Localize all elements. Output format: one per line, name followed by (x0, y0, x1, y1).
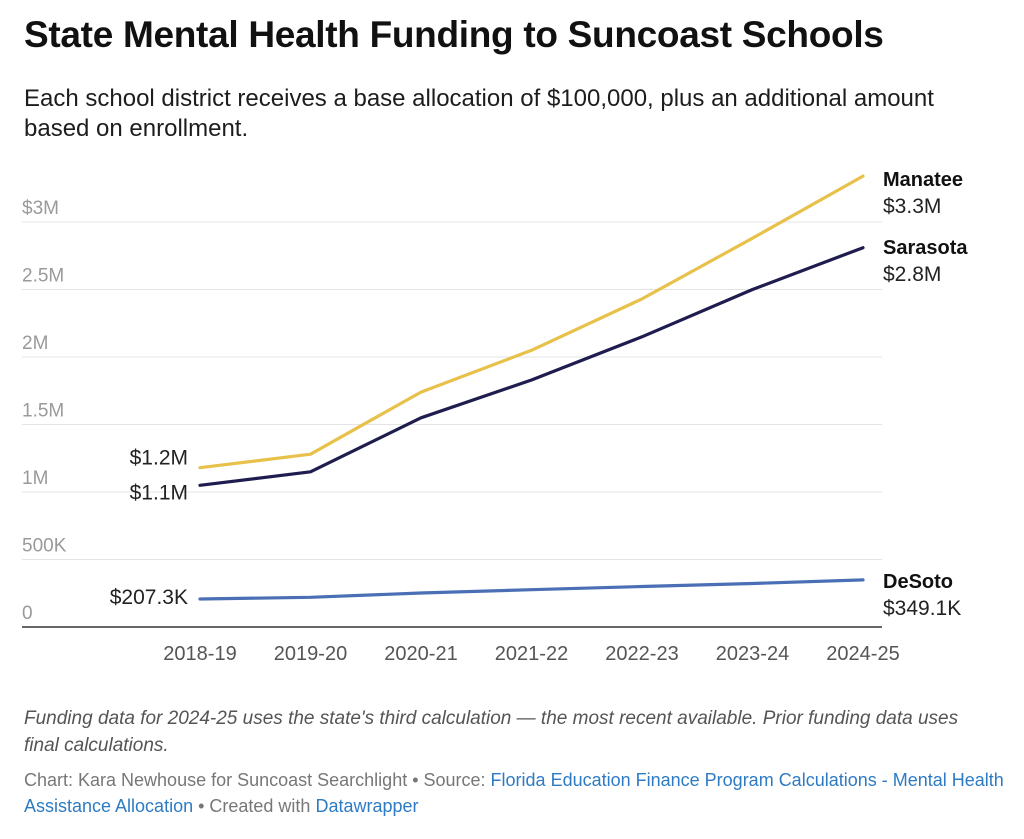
x-tick-label: 2021-22 (495, 643, 568, 665)
x-tick-label: 2022-23 (605, 643, 678, 665)
footnote: Funding data for 2024-25 uses the state'… (24, 708, 959, 756)
series-line-manatee (198, 174, 865, 470)
credits: Chart: Kara Newhouse for Suncoast Search… (24, 767, 1004, 819)
x-tick-label: 2024-25 (826, 643, 899, 665)
chart-title: State Mental Health Funding to Suncoast … (24, 14, 884, 55)
x-tick-label: 2018-19 (163, 643, 236, 665)
series-name-label: Sarasota (883, 237, 968, 259)
y-tick-label: 0 (22, 603, 33, 624)
y-tick-label: $3M (22, 198, 59, 219)
x-tick-label: 2019-20 (274, 643, 347, 665)
y-tick-label: 1.5M (22, 401, 64, 422)
end-value-label: $2.8M (883, 263, 941, 286)
x-tick-label: 2023-24 (716, 643, 789, 665)
y-tick-label: 500K (22, 536, 67, 557)
start-value-label: $1.1M (130, 481, 188, 504)
chart-subtitle: Each school district receives a base all… (24, 85, 934, 142)
credit-text: Chart: Kara Newhouse for Suncoast Search… (24, 770, 491, 790)
y-tick-label: 2.5M (22, 266, 64, 287)
end-value-label: $3.3M (883, 195, 941, 218)
x-tick-label: 2020-21 (384, 643, 457, 665)
end-value-label: $349.1K (883, 597, 961, 620)
series-line-desoto (198, 578, 865, 601)
start-value-label: $1.2M (130, 447, 188, 470)
start-value-label: $207.3K (110, 586, 188, 609)
datawrapper-link[interactable]: Datawrapper (315, 796, 419, 816)
source-link[interactable]: Florida Education Finance Program Calcul… (24, 770, 1004, 816)
line-chart: 0 500K 1M 1.5M 2M 2.5M $3M 2018-19 2019-20 2020-2… (22, 169, 968, 665)
credit-middle-text: • Created with (193, 796, 316, 816)
series-name-label: Manatee (883, 169, 963, 191)
y-tick-label: 2M (22, 333, 48, 354)
y-tick-label: 1M (22, 468, 48, 489)
series-line-sarasota (198, 246, 865, 487)
series-name-label: DeSoto (883, 571, 953, 593)
